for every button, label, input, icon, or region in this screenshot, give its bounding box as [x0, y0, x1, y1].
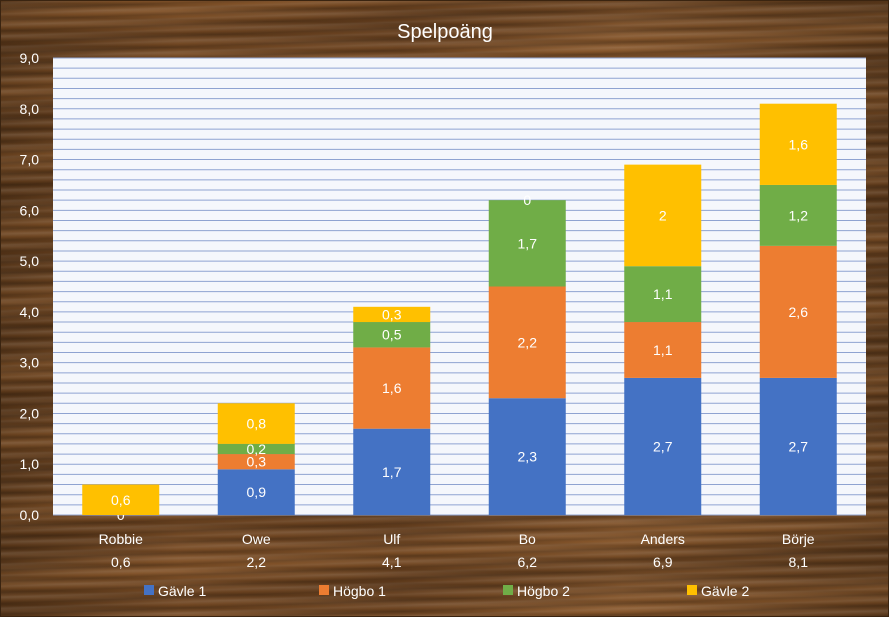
data-label: 0,3 — [382, 306, 402, 322]
data-label: 0,3 — [247, 454, 267, 470]
legend-swatch — [503, 585, 513, 595]
y-tick-label: 8,0 — [20, 101, 40, 117]
bar-segment — [624, 322, 702, 378]
y-tick-label: 7,0 — [20, 152, 40, 168]
data-label: 0,2 — [247, 441, 267, 457]
category-total-label: 6,9 — [653, 554, 673, 570]
legend-item: Högbo 1 — [319, 583, 386, 599]
bar-segment — [488, 200, 566, 287]
data-label: 2,3 — [518, 449, 538, 465]
data-label: 1,2 — [789, 207, 809, 223]
legend-item: Gävle 1 — [144, 583, 206, 599]
bar-segment — [759, 245, 837, 378]
bar-stack: 0,9 0,30,2 0,8 — [217, 403, 295, 515]
bar-segment — [759, 377, 837, 515]
legend: Gävle 1 Högbo 1 Högbo 2 Gävle 2 — [144, 583, 749, 599]
bar-segment — [624, 377, 702, 515]
plot-area — [53, 57, 866, 516]
legend-label: Gävle 2 — [701, 583, 749, 599]
y-tick-label: 4,0 — [20, 304, 40, 320]
data-label: 2,2 — [518, 334, 538, 350]
y-axis: 0,0 1,0 2,0 3,0 4,0 5,0 6,0 7,0 8,0 9,0 — [20, 50, 40, 523]
bar-stack: 2,7 1,1 1,1 2 — [624, 164, 702, 515]
bar-segment — [82, 484, 160, 515]
category-label: Owe — [242, 531, 271, 547]
bar-segment — [353, 322, 431, 348]
bar-segment — [759, 103, 837, 185]
bar-stack: 00,6 — [82, 484, 160, 523]
data-label: 1,6 — [382, 380, 402, 396]
bar-segment — [624, 164, 702, 267]
category-label: Bo — [519, 531, 536, 547]
legend-swatch — [144, 585, 154, 595]
legend-swatch — [319, 585, 329, 595]
data-label: 1,6 — [789, 136, 809, 152]
legend-item: Högbo 2 — [503, 583, 570, 599]
y-tick-label: 5,0 — [20, 253, 40, 269]
y-tick-label: 3,0 — [20, 355, 40, 371]
data-label: 0,9 — [247, 484, 267, 500]
legend-label: Högbo 1 — [333, 583, 386, 599]
category-total-label: 8,1 — [789, 554, 809, 570]
data-label: 0,5 — [382, 327, 402, 343]
data-label: 0 — [523, 192, 531, 208]
bar-segment — [217, 469, 295, 515]
y-tick-label: 6,0 — [20, 202, 40, 218]
legend-label: Högbo 2 — [517, 583, 570, 599]
y-tick-label: 0,0 — [20, 507, 40, 523]
data-label: 2,7 — [653, 438, 673, 454]
bar-stack: 1,7 1,6 0,5 0,3 — [353, 306, 431, 515]
bar-segment — [488, 398, 566, 515]
category-label: Ulf — [383, 531, 400, 547]
bar-segment — [217, 443, 295, 455]
bar-stack: 2,7 2,6 1,2 1,6 — [759, 103, 837, 515]
category-label: Börje — [782, 531, 815, 547]
y-tick-label: 2,0 — [20, 405, 40, 421]
category-total-label: 4,1 — [382, 554, 402, 570]
category-total-label: 2,2 — [247, 554, 267, 570]
y-tick-label: 9,0 — [20, 50, 40, 66]
data-label: 1,7 — [382, 464, 402, 480]
chart-title: Spelpoäng — [397, 21, 493, 43]
data-label: 2 — [659, 207, 667, 223]
data-label: 0,8 — [247, 416, 267, 432]
category-label: Robbie — [99, 531, 144, 547]
data-label: 1,1 — [653, 286, 673, 302]
data-label: 0,6 — [111, 492, 131, 508]
bar-segment — [488, 286, 566, 399]
bar-stack: 2,3 2,2 1,7 0 — [488, 192, 566, 515]
x-axis: Robbie 0,6 Owe 2,2 Ulf 4,1 Bo 6,2 Anders 6,9 Börje… — [99, 531, 815, 570]
category-total-label: 6,2 — [518, 554, 538, 570]
legend-label: Gävle 1 — [158, 583, 206, 599]
category-label: Anders — [641, 531, 685, 547]
y-tick-label: 1,0 — [20, 456, 40, 472]
bar-segment — [759, 184, 837, 246]
data-label: 1,7 — [518, 235, 538, 251]
category-total-label: 0,6 — [111, 554, 131, 570]
data-label: 2,6 — [789, 304, 809, 320]
plot-background — [53, 58, 866, 515]
data-label: 1,1 — [653, 342, 673, 358]
bars: 00,60,90,30,20,81,71,60,50,32,32,21,702,… — [82, 103, 837, 523]
legend-swatch — [687, 585, 697, 595]
data-label: 2,7 — [789, 438, 809, 454]
bar-segment — [353, 306, 431, 323]
bar-segment — [217, 454, 295, 470]
legend-item: Gävle 2 — [687, 583, 749, 599]
bar-segment — [353, 347, 431, 429]
bar-segment — [624, 266, 702, 323]
bar-segment — [353, 428, 431, 515]
bar-segment — [217, 403, 295, 444]
